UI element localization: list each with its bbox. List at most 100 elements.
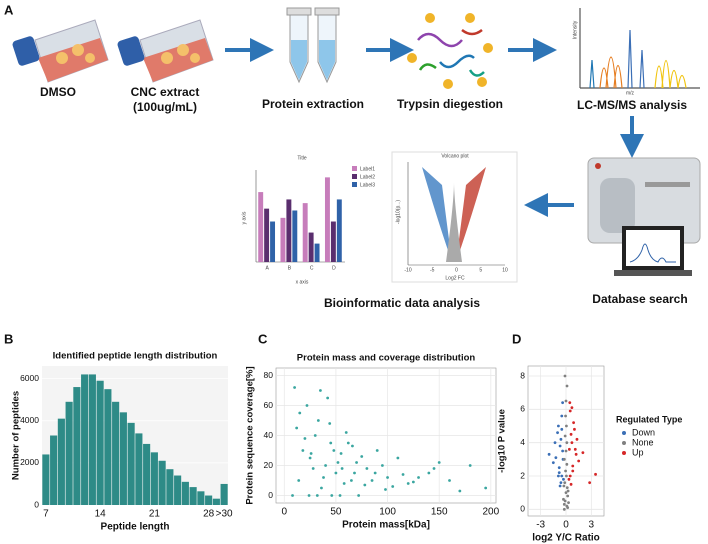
- point: [566, 494, 570, 498]
- point: [322, 476, 325, 479]
- point: [568, 409, 572, 413]
- point: [575, 437, 579, 441]
- point: [411, 480, 415, 484]
- y-tick-label: 40: [264, 430, 274, 440]
- point: [303, 437, 307, 440]
- point: [588, 481, 592, 485]
- point: [468, 464, 472, 467]
- mini-bar: [330, 221, 336, 262]
- point: [573, 447, 577, 451]
- y-axis-label: Number of peptides: [11, 391, 22, 480]
- bar: [189, 487, 197, 505]
- bar: [57, 418, 65, 505]
- point: [557, 474, 560, 478]
- step-label: CNC extract: [131, 85, 200, 99]
- mini-bar: [292, 210, 298, 262]
- mini-x-tick-label: -10: [404, 267, 411, 273]
- point: [558, 484, 562, 488]
- point: [569, 482, 573, 486]
- point: [577, 459, 581, 463]
- point: [330, 494, 334, 497]
- point: [326, 396, 330, 400]
- bar: [50, 435, 58, 505]
- legend-title: Regulated Type: [616, 414, 682, 424]
- point: [297, 479, 301, 482]
- point: [295, 426, 299, 430]
- x-tick-label: 50: [330, 507, 342, 518]
- y-tick-label: 6000: [20, 373, 39, 383]
- bar: [220, 483, 228, 505]
- point: [562, 484, 566, 488]
- point: [559, 481, 563, 485]
- point: [307, 494, 311, 497]
- bar: [96, 380, 104, 505]
- legend-label: None: [632, 437, 654, 447]
- point: [417, 476, 420, 479]
- point: [547, 452, 551, 456]
- y-tick-label: 2000: [20, 457, 39, 467]
- point: [308, 456, 312, 460]
- point: [559, 437, 563, 441]
- step-label: Database search: [592, 292, 687, 306]
- flask-icon: [12, 19, 109, 83]
- y-tick-label: 8: [520, 370, 525, 380]
- point: [564, 449, 568, 453]
- point: [401, 473, 405, 476]
- point: [329, 441, 333, 445]
- mini-x-tick-label: 10: [502, 267, 508, 273]
- point: [565, 384, 569, 388]
- mini-volcano-icon: [391, 151, 518, 283]
- bar: [197, 491, 205, 505]
- mini-x-tick-label: 0: [455, 267, 458, 273]
- point: [554, 456, 558, 460]
- x-tick-label: -3: [536, 520, 545, 531]
- point: [563, 374, 567, 378]
- mini-title: Title: [297, 155, 306, 161]
- point: [557, 466, 561, 470]
- point: [563, 481, 567, 485]
- point: [396, 456, 400, 460]
- point: [338, 494, 342, 497]
- point: [560, 427, 564, 431]
- point: [565, 441, 569, 445]
- point: [568, 474, 572, 478]
- point: [565, 486, 569, 490]
- y-tick-label: 60: [264, 400, 274, 410]
- legend-swatch: [352, 166, 357, 171]
- x-tick-label: 21: [149, 509, 161, 520]
- point: [384, 488, 387, 491]
- point: [574, 452, 578, 456]
- tube-icon: [286, 7, 340, 84]
- point: [375, 449, 379, 452]
- bar: [73, 387, 81, 505]
- point: [558, 444, 562, 448]
- mini-x-tick-label: -5: [430, 267, 435, 273]
- y-tick-label: 0: [268, 490, 273, 500]
- legend-swatch: [622, 431, 626, 435]
- panel-a: A DMSO CNC extract (100ug/mL) Protein ex…: [4, 2, 701, 310]
- axis-label: m/z: [626, 90, 635, 96]
- point: [581, 451, 585, 455]
- point: [298, 411, 302, 415]
- point: [386, 476, 389, 479]
- point: [324, 464, 327, 467]
- point: [391, 485, 395, 488]
- point: [339, 452, 343, 455]
- point: [571, 464, 575, 468]
- point: [570, 441, 574, 445]
- point: [316, 419, 320, 422]
- y-tick-label: 6: [520, 404, 525, 414]
- y-tick-label: 20: [264, 460, 274, 470]
- point: [332, 449, 336, 452]
- x-tick-label: 150: [431, 507, 448, 518]
- peptide-icon: [407, 13, 493, 89]
- mini-bar: [308, 232, 314, 262]
- mini-x-tick-label: B: [288, 265, 292, 271]
- step-label: Protein extraction: [262, 97, 364, 111]
- x-tick-label: 7: [43, 509, 49, 520]
- x-tick-label: 3: [589, 520, 595, 531]
- point: [309, 452, 313, 455]
- point: [448, 479, 451, 482]
- point: [557, 424, 560, 428]
- plot-area: [42, 366, 228, 505]
